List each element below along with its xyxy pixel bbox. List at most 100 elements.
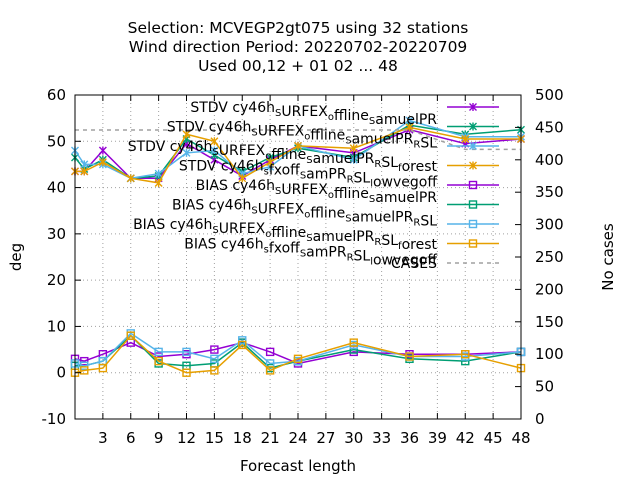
series-6-point xyxy=(154,347,163,357)
series-3-point xyxy=(210,137,219,146)
series-3-point xyxy=(294,141,302,150)
y-tick-label: -10 xyxy=(42,410,67,428)
series-2-point xyxy=(80,160,89,169)
y-tick-label: 40 xyxy=(47,179,66,197)
y2-tick-label: 50 xyxy=(535,378,554,396)
legend-swatch-marker xyxy=(468,239,478,248)
legend-label: CASES xyxy=(391,256,437,272)
y2-tick-label: 350 xyxy=(535,183,564,201)
y-tick-label: 50 xyxy=(47,132,66,150)
legend-swatch-marker xyxy=(469,142,477,150)
legend-entry: BIAS cy46hSURFEXofflineSamuelPRRSL xyxy=(172,198,499,230)
legend-swatch-marker xyxy=(469,103,477,111)
legend-label: BIAS cy46hSURFEXofflineSamuelPRRSLforest xyxy=(133,217,437,253)
series-0-point xyxy=(98,146,107,155)
x-tick-label: 3 xyxy=(98,429,108,447)
x-tick-label: 33 xyxy=(372,429,391,447)
x-tick-label: 30 xyxy=(344,429,363,447)
series-2-point xyxy=(405,116,414,125)
series-3-line xyxy=(75,126,521,184)
y2-tick-label: 150 xyxy=(535,313,564,331)
series-4-point xyxy=(210,345,219,354)
series-3-point xyxy=(126,174,135,183)
series-4-point xyxy=(265,347,275,357)
series-7-point xyxy=(154,356,163,366)
legend-entry: STDV cy46hSURFEXofflineSamuelPR xyxy=(190,100,499,128)
legend-entry: BIAS cy46hSURFEXofflineSamuelPR xyxy=(196,178,499,206)
legend-swatch-marker xyxy=(468,219,478,229)
series-7-point xyxy=(210,366,219,375)
y-axis-label: deg xyxy=(7,243,25,271)
legend-swatch-marker xyxy=(469,122,477,131)
legend-label: STDV cy46hSURFEXofflineSamuelPR xyxy=(190,100,437,128)
series-7-point xyxy=(461,350,470,359)
y2-tick-label: 200 xyxy=(535,280,564,298)
legend-label: STDV cy46hSURFEXofflineSamuelPRRSLforest xyxy=(128,139,438,175)
series-4-point xyxy=(80,356,89,366)
series-6-point xyxy=(80,361,89,370)
legend-entry: STDV cy46hSURFEXofflineSamuelPRRSL xyxy=(167,120,499,152)
series-6-point xyxy=(210,354,219,364)
series-0-line xyxy=(75,128,522,180)
title-line-1: Selection: MCVEGP2gt075 using 32 station… xyxy=(128,19,469,37)
x-tick-label: 21 xyxy=(261,429,280,447)
series-3-point xyxy=(461,134,470,143)
series-3-point xyxy=(154,178,163,187)
x-tick-label: 15 xyxy=(205,429,224,447)
series-2-point xyxy=(182,148,191,157)
y2-tick-label: 0 xyxy=(535,410,545,428)
title-line-2: Wind direction Period: 20220702-20220709 xyxy=(129,38,468,56)
series-6-point xyxy=(182,347,191,357)
x-tick-label: 39 xyxy=(428,429,447,447)
x-tick-label: 42 xyxy=(456,429,475,447)
legend-label: BIAS cy46hsfxoffSamPRRSLlowvegoff xyxy=(184,237,437,269)
x-tick-label: 45 xyxy=(484,429,503,447)
plot-area xyxy=(70,116,526,377)
legend-swatch-marker xyxy=(469,161,477,170)
y2-tick-label: 400 xyxy=(535,151,564,169)
series-7-point xyxy=(405,352,414,361)
y2-tick-label: 300 xyxy=(535,216,564,234)
y2-axis-label: No cases xyxy=(599,223,617,291)
legend-swatch-marker xyxy=(468,180,478,190)
legend-swatch-marker xyxy=(468,200,478,209)
x-tick-label: 27 xyxy=(316,429,335,447)
series-7-point xyxy=(98,363,108,373)
legend-entry: BIAS cy46hSURFEXofflineSamuelPRRSLforest xyxy=(133,217,499,253)
y2-tick-label: 100 xyxy=(535,345,564,363)
x-tick-label: 24 xyxy=(288,429,307,447)
legend-label: STDV cy46hsfxoffSamPRRSLlowvegoff xyxy=(179,159,437,191)
y-tick-label: 10 xyxy=(47,317,66,335)
series-2-point xyxy=(210,146,219,155)
series-7-line xyxy=(74,334,522,374)
series-2-point xyxy=(154,169,163,178)
series-3-point xyxy=(98,158,107,167)
x-tick-label: 9 xyxy=(154,429,164,447)
series-8-line xyxy=(75,129,521,151)
chart-title: Selection: MCVEGP2gt075 using 32 station… xyxy=(128,19,469,75)
legend-label: BIAS cy46hSURFEXofflineSamuelPR xyxy=(196,178,438,206)
legend-entry: BIAS cy46hsfxoffSamPRRSLlowvegoff xyxy=(184,237,499,269)
y-tick-label: 30 xyxy=(47,225,66,243)
series-7-point xyxy=(238,340,247,350)
series-7-point xyxy=(126,331,135,340)
y-tick-label: 0 xyxy=(56,364,66,382)
series-3-point xyxy=(349,144,358,153)
series-7-point xyxy=(80,366,89,375)
series-3-point xyxy=(80,167,89,176)
y2-tick-label: 250 xyxy=(535,248,564,266)
x-tick-label: 36 xyxy=(400,429,419,447)
series-7-point xyxy=(349,338,358,347)
series-7-point xyxy=(182,368,191,377)
axes-ticks: 3 6 9 12 15 18 21 24 27 30 33 36 39 42 45 48-1001020304… xyxy=(42,86,564,447)
series-3-point xyxy=(238,174,247,183)
legend-entry: CASES xyxy=(391,256,499,272)
series-7-point xyxy=(293,354,303,364)
x-tick-label: 48 xyxy=(511,429,530,447)
y-tick-label: 20 xyxy=(47,271,66,289)
x-tick-label: 18 xyxy=(233,429,252,447)
series-3-point xyxy=(266,158,275,167)
legend-entry: STDV cy46hsfxoffSamPRRSLlowvegoff xyxy=(179,159,499,191)
